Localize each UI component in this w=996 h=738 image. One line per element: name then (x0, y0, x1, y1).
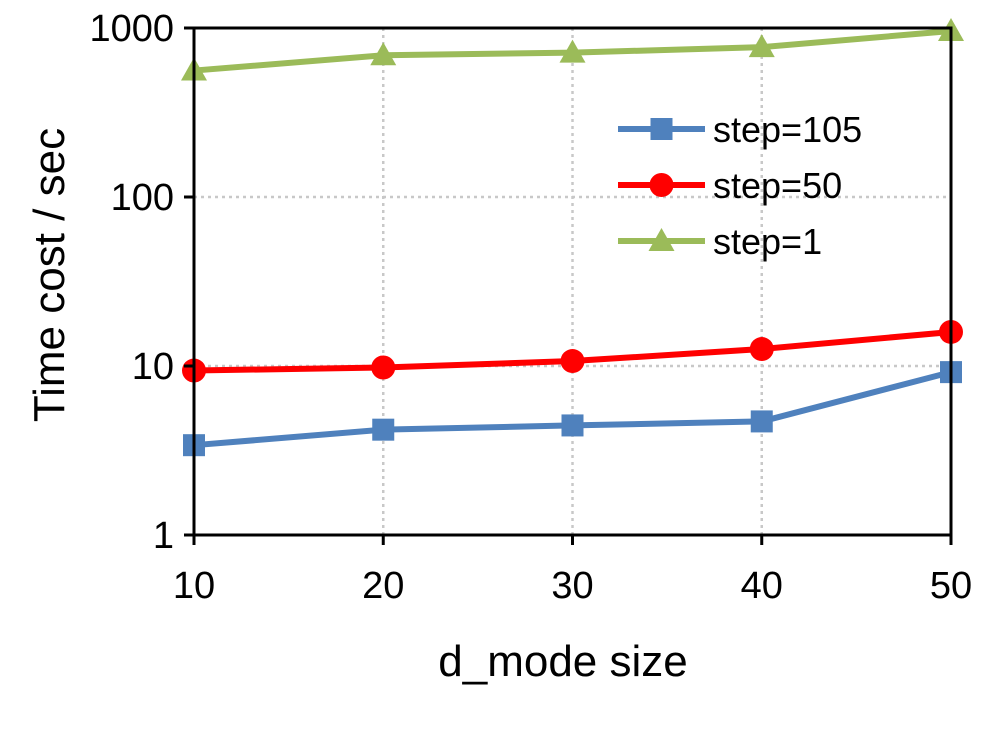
legend-item-step-50: step=50 (618, 165, 842, 206)
data-point-step-1-20 (370, 42, 397, 66)
y-tick-label-10: 10 (132, 346, 174, 388)
legend-item-step-105: step=105 (618, 109, 862, 150)
data-point-step-50-30 (560, 349, 585, 374)
y-tick-label-100: 100 (111, 177, 174, 219)
axis-ticks: 10 20 30 40 50 1 10 100 1000 (89, 8, 972, 607)
legend-marker-step-105 (650, 118, 673, 140)
y-tick-label-1: 1 (153, 515, 174, 557)
data-point-step-105-30 (561, 414, 584, 437)
data-point-step-1-30 (559, 39, 586, 63)
legend-label-step-1: step=1 (713, 221, 822, 262)
y-axis-title: Time cost / sec (25, 128, 74, 422)
x-tick-label-50: 50 (930, 565, 972, 607)
legend: step=105 step=50 step=1 (618, 109, 862, 262)
legend-item-step-1: step=1 (618, 221, 822, 262)
legend-label-step-105: step=105 (713, 109, 862, 150)
legend-marker-step-1 (648, 228, 675, 251)
x-tick-label-30: 30 (551, 565, 593, 607)
series-step-50 (182, 319, 963, 383)
y-tick-label-1000: 1000 (89, 8, 174, 50)
data-point-step-50-20 (371, 355, 396, 380)
grid (194, 28, 951, 535)
x-tick-label-20: 20 (362, 565, 404, 607)
data-point-step-105-40 (750, 410, 773, 433)
x-tick-label-40: 40 (741, 565, 783, 607)
data-point-step-1-40 (748, 34, 775, 58)
x-tick-label-10: 10 (173, 565, 215, 607)
legend-label-step-50: step=50 (713, 165, 842, 206)
legend-marker-step-50 (649, 173, 674, 197)
data-point-step-105-20 (372, 418, 395, 441)
data-point-step-50-40 (749, 337, 774, 362)
series-layer (181, 17, 964, 457)
x-axis-title: d_mode size (438, 637, 687, 686)
